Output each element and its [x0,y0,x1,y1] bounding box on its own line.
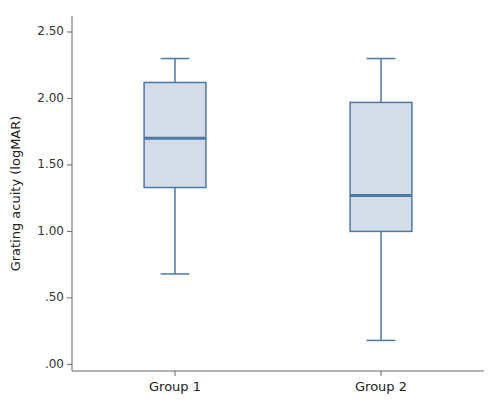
cap-high [367,58,396,60]
y-tick-label: 2.50 [37,24,64,38]
y-tick-label: 1.00 [37,224,64,238]
y-tick [67,164,72,165]
x-tick [175,371,176,376]
cap-low [367,340,396,342]
cap-low [161,273,190,275]
x-tick [381,371,382,376]
whisker-high [380,59,382,103]
y-tick [67,364,72,365]
y-tick [67,297,72,298]
y-tick [67,31,72,32]
box [144,82,206,187]
plot-area [144,59,412,341]
box [350,102,412,231]
median [350,194,412,197]
median [144,137,206,140]
y-tick [67,231,72,232]
x-tick-label: Group 2 [355,379,407,394]
whisker-low [174,188,176,274]
x-tick-label: Group 1 [149,379,201,394]
y-tick-label: 1.50 [37,157,64,171]
whisker-low [380,231,382,340]
y-tick-label: 2.00 [37,91,64,105]
y-tick-label: .50 [45,290,64,304]
cap-high [161,58,190,60]
y-axis-line [72,16,73,371]
x-axis-line [72,371,484,372]
chart-container: .00 .50 1.00 1.50 2.00 2.50 Grating acuity (lo… [0,0,500,419]
y-tick [67,98,72,99]
y-tick-label: .00 [45,357,64,371]
whisker-high [174,59,176,83]
y-axis-label: Grating acuity (logMAR) [8,116,23,272]
chart: .00 .50 1.00 1.50 2.00 2.50 Grating acuity (lo… [0,0,500,419]
